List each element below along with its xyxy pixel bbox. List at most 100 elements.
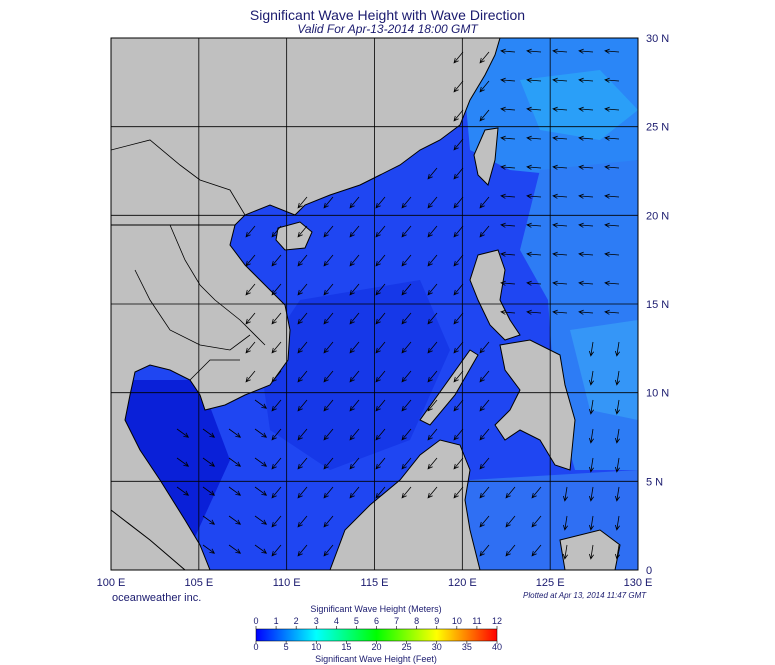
wave-direction-arrow <box>271 370 282 383</box>
latitude-tick-label: 10 N <box>646 388 669 400</box>
wave-direction-arrow <box>297 544 308 557</box>
wave-direction-arrow <box>427 254 438 267</box>
wave-direction-arrow <box>604 222 620 228</box>
wave-direction-arrow <box>254 399 268 409</box>
wave-direction-arrow <box>479 399 490 412</box>
wave-direction-arrow <box>245 370 256 383</box>
wave-direction-arrow <box>453 370 464 383</box>
wave-direction-arrow <box>245 283 256 296</box>
wave-direction-arrow <box>271 254 282 267</box>
colorbar-meters-tick: 3 <box>313 616 319 626</box>
wave-direction-arrow <box>614 486 620 502</box>
land-palawan <box>419 349 479 426</box>
wave-direction-arrow <box>500 106 516 112</box>
wave-direction-arrow <box>427 225 438 238</box>
colorbar-meters-tick: 5 <box>353 616 359 626</box>
wave-direction-arrow <box>323 544 334 557</box>
latitude-tick-label: 0 <box>646 565 652 577</box>
wave-direction-arrow <box>526 106 542 112</box>
wave-direction-arrow <box>401 341 412 354</box>
wave-direction-arrow <box>427 341 438 354</box>
latitude-tick-label: 5 N <box>646 476 663 488</box>
wave-direction-arrow <box>254 428 268 438</box>
wave-direction-arrow <box>479 80 490 93</box>
wave-direction-arrow <box>453 80 464 93</box>
wave-direction-arrow <box>202 428 216 438</box>
wave-direction-arrow <box>297 515 308 528</box>
wave-direction-arrow <box>349 428 360 441</box>
wave-direction-arrow <box>552 164 568 170</box>
wave-direction-arrow <box>271 515 282 528</box>
wave-direction-arrow <box>531 544 542 557</box>
wave-direction-arrow <box>323 370 334 383</box>
wave-direction-arrow <box>271 225 282 238</box>
wave-direction-arrow <box>323 225 334 238</box>
wave-direction-arrow <box>453 399 464 412</box>
colorbar-ticks-meters <box>255 626 498 629</box>
wave-direction-arrow <box>297 312 308 325</box>
colorbar-feet-label: Significant Wave Height (Feet) <box>315 654 437 664</box>
wave-direction-arrow <box>349 196 360 209</box>
wave-direction-arrow <box>245 312 256 325</box>
wave-direction-arrow <box>578 280 594 286</box>
wave-direction-arrow <box>297 399 308 412</box>
wave-direction-arrow <box>453 225 464 238</box>
credit-label: oceanweather inc. <box>112 592 202 604</box>
latitude-tick-label: 30 N <box>646 33 669 45</box>
wave-direction-arrow <box>453 341 464 354</box>
latitude-tick-label: 20 N <box>646 210 669 222</box>
wave-direction-arrow <box>245 225 256 238</box>
colorbar <box>255 628 498 642</box>
wave-direction-arrow <box>500 193 516 199</box>
wave-direction-arrow <box>202 544 216 554</box>
wave-direction-arrow <box>349 341 360 354</box>
wave-direction-arrow <box>552 106 568 112</box>
colorbar-meters-tick: 4 <box>333 616 339 626</box>
wave-direction-arrow <box>271 341 282 354</box>
wave-direction-arrow <box>349 254 360 267</box>
wave-direction-arrow <box>552 77 568 83</box>
wave-direction-arrow <box>427 167 438 180</box>
wave-direction-arrow <box>552 48 568 54</box>
wave-direction-arrow <box>297 225 308 238</box>
wave-direction-arrow <box>588 399 594 415</box>
wave-direction-arrow <box>479 370 490 383</box>
colorbar-feet-tick: 10 <box>311 642 322 652</box>
colorbar-feet-tick: 40 <box>491 642 503 652</box>
wave-direction-arrow <box>427 283 438 296</box>
land-mindanao <box>494 339 576 471</box>
wave-direction-arrow <box>562 544 568 560</box>
colorbar-feet-tick: 5 <box>283 642 289 652</box>
wave-direction-arrow <box>297 341 308 354</box>
wave-direction-arrow <box>254 486 268 496</box>
wave-direction-arrow <box>578 309 594 315</box>
wave-direction-arrows <box>176 48 620 560</box>
wave-direction-arrow <box>578 222 594 228</box>
wave-direction-arrow <box>453 167 464 180</box>
wave-direction-arrow <box>427 486 438 499</box>
wave-direction-arrow <box>401 457 412 470</box>
wave-direction-arrow <box>297 428 308 441</box>
colorbar-feet-tick: 15 <box>341 642 352 652</box>
wave-direction-arrow <box>375 428 386 441</box>
wave-direction-arrow <box>271 428 282 441</box>
wave-direction-arrow <box>323 399 334 412</box>
sea-zone-central-low <box>260 280 450 470</box>
wave-direction-arrow <box>453 51 464 64</box>
wave-direction-arrow <box>323 457 334 470</box>
colorbar-meters-tick: 12 <box>491 616 503 626</box>
map-subtitle: Valid For Apr-13-2014 18:00 GMT <box>297 22 478 36</box>
wave-direction-arrow <box>500 280 516 286</box>
wave-direction-arrow <box>526 309 542 315</box>
land-sumatra <box>111 509 186 570</box>
wave-direction-arrow <box>526 48 542 54</box>
wave-direction-arrow <box>588 341 594 357</box>
wave-direction-arrow <box>375 254 386 267</box>
wave-direction-arrow <box>202 515 216 525</box>
wave-direction-arrow <box>427 196 438 209</box>
wave-direction-arrow <box>578 106 594 112</box>
wave-direction-arrow <box>271 544 282 557</box>
colorbar-feet-tick: 0 <box>253 642 259 652</box>
wave-direction-arrow <box>453 428 464 441</box>
wave-direction-arrow <box>578 135 594 141</box>
